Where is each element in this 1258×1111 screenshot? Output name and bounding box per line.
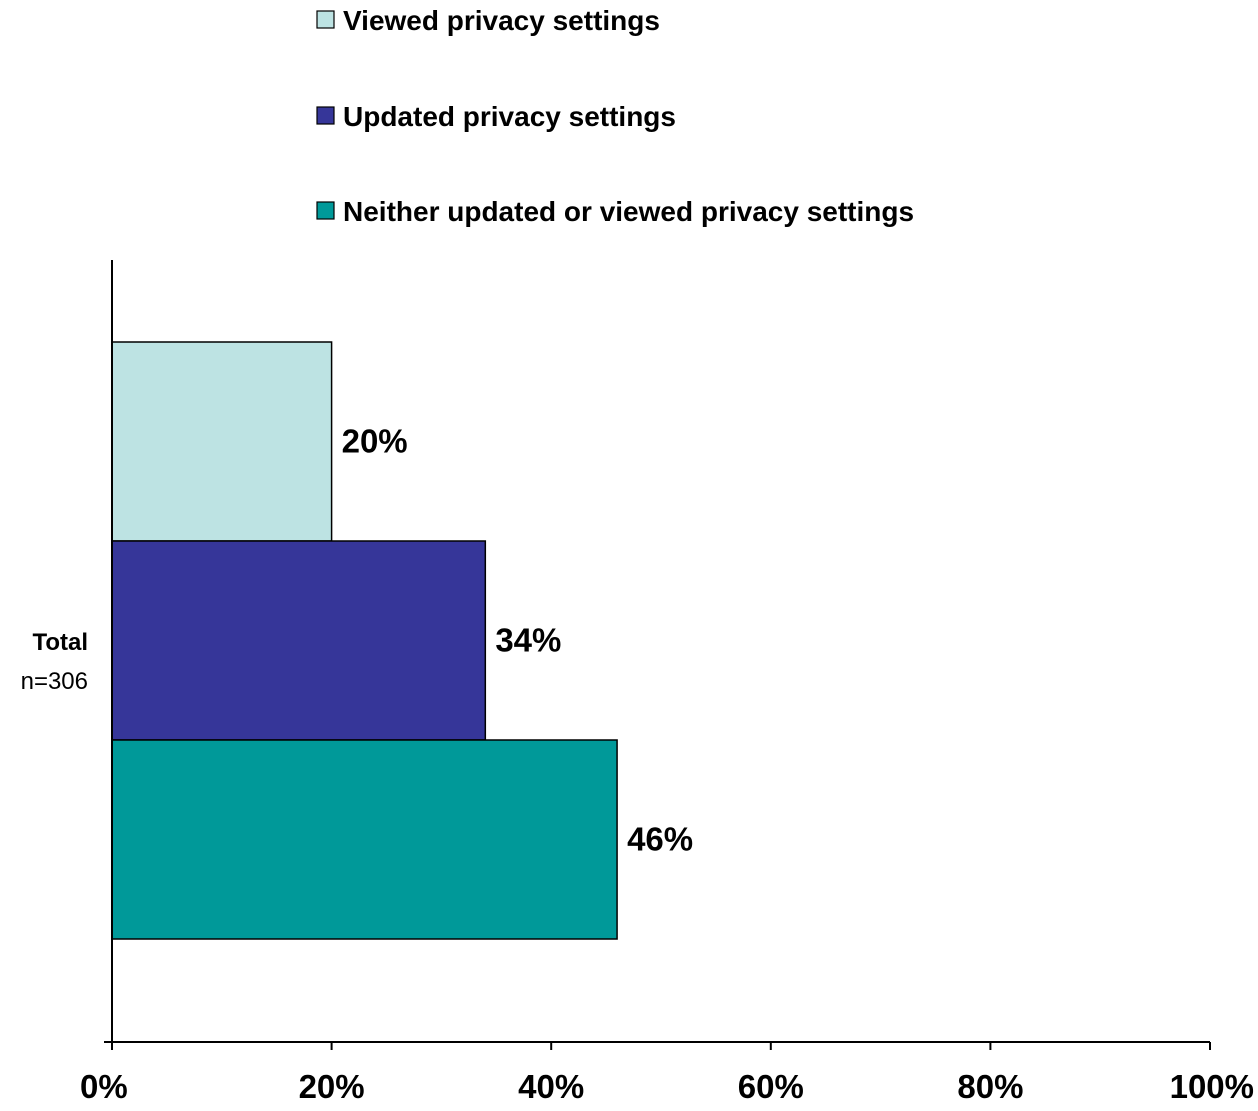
- data-label-2: 34%: [495, 622, 561, 659]
- data-label-3: 46%: [627, 821, 693, 858]
- category-sublabel: n=306: [21, 668, 88, 695]
- legend-swatch-2: [316, 106, 335, 125]
- x-tick-label-0: 0%: [80, 1068, 128, 1105]
- bar-1: [111, 341, 333, 542]
- legend-swatch-3: [316, 201, 335, 220]
- axes: 0% 20% 40% 60% 80% 100% Total n=306: [21, 260, 1254, 1105]
- x-tick-label-80: 80%: [957, 1068, 1023, 1105]
- x-tick-label-40: 40%: [518, 1068, 584, 1105]
- x-tick-label-60: 60%: [738, 1068, 804, 1105]
- x-tick-label-100: 100%: [1170, 1068, 1254, 1105]
- bars: 20% 34% 46%: [111, 341, 693, 940]
- legend-swatch-1: [316, 10, 335, 29]
- legend: Viewed privacy settings Updated privacy s…: [316, 5, 914, 227]
- legend-label-2: Updated privacy settings: [343, 101, 676, 132]
- x-tick-label-20: 20%: [299, 1068, 365, 1105]
- bar-3: [111, 739, 618, 940]
- legend-label-1: Viewed privacy settings: [343, 5, 660, 36]
- category-label: Total: [32, 629, 88, 656]
- legend-label-3: Neither updated or viewed privacy settin…: [343, 196, 914, 227]
- bar-2: [111, 540, 487, 741]
- data-label-1: 20%: [342, 423, 408, 460]
